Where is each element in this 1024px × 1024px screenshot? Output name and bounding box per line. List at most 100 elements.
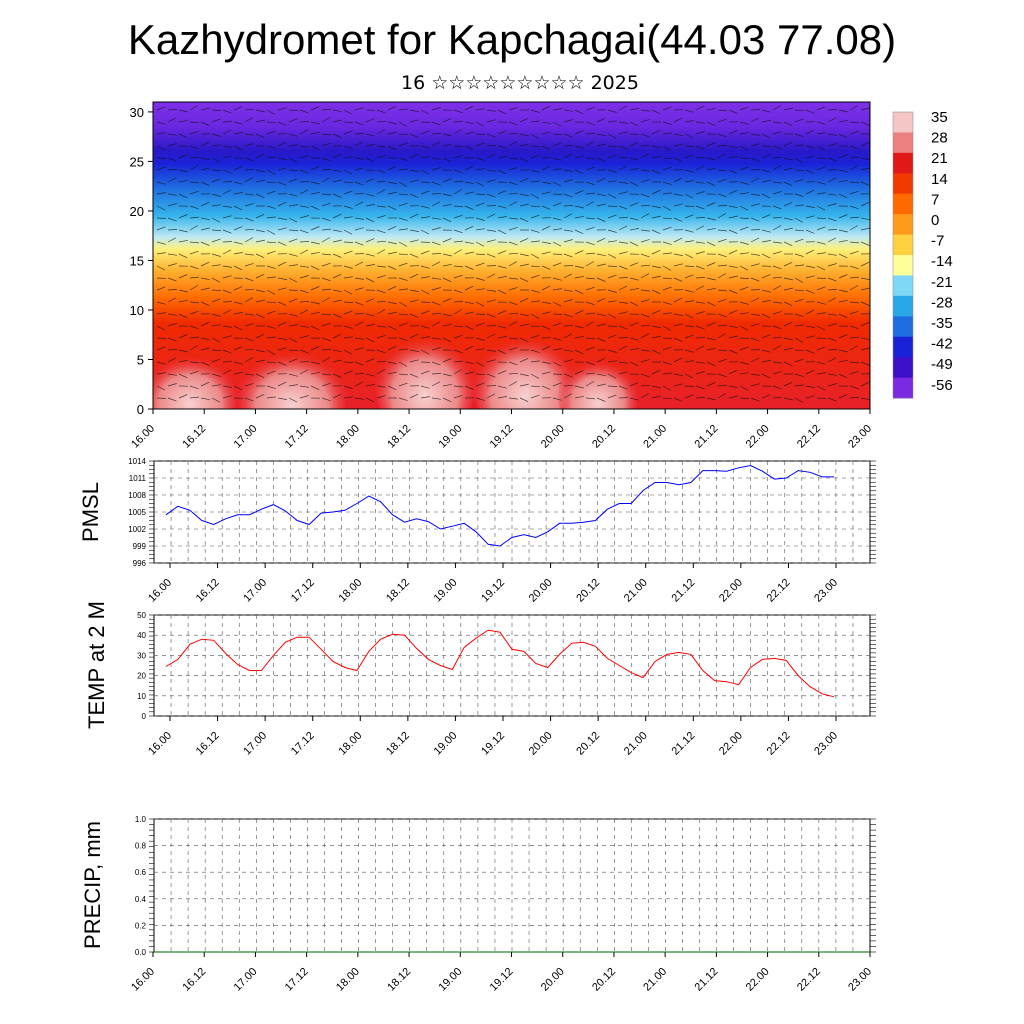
- wind-barb: [200, 227, 210, 231]
- wind-barb: [618, 397, 629, 399]
- wind-barb: [838, 313, 848, 319]
- wind-barb: [211, 109, 222, 111]
- warm-cell: [153, 350, 238, 409]
- wind-barb: [354, 133, 365, 135]
- wind-barb: [211, 157, 221, 163]
- wind-barb: [805, 335, 815, 339]
- wind-barb: [860, 337, 870, 341]
- wind-barb: [574, 205, 584, 209]
- wind-barb: [618, 217, 629, 219]
- wind-barb: [398, 262, 408, 267]
- wind-barb: [651, 309, 661, 315]
- wind-barb: [266, 109, 276, 115]
- wind-barb: [266, 216, 276, 219]
- wind-barb: [695, 325, 705, 330]
- wind-barb: [607, 180, 617, 183]
- wind-barb: [310, 191, 320, 195]
- wind-barb: [475, 181, 485, 187]
- wind-barb: [475, 253, 486, 255]
- wind-barb: [354, 121, 364, 126]
- x-tick-label: 18.12: [384, 730, 412, 758]
- wind-barb: [321, 108, 332, 111]
- wind-barb: [805, 129, 815, 135]
- wind-barb: [519, 373, 529, 377]
- colorbar-swatch: [893, 357, 913, 379]
- wind-barb: [629, 301, 639, 307]
- wind-barb: [222, 325, 232, 328]
- wind-barb: [409, 373, 419, 378]
- wind-barb: [420, 349, 430, 355]
- wind-barb: [497, 229, 507, 235]
- wind-barb: [640, 273, 650, 279]
- x-tick-label: 21.12: [669, 730, 697, 758]
- wind-barb: [486, 333, 496, 339]
- wind-barb: [717, 193, 727, 198]
- wind-barb: [728, 109, 738, 114]
- wind-barb: [684, 229, 694, 233]
- y-tick-label: 0.8: [135, 842, 147, 851]
- wind-barb: [475, 288, 485, 291]
- wind-barb: [244, 203, 254, 207]
- wind-barb: [629, 397, 639, 401]
- wind-barb: [409, 213, 419, 219]
- wind-barb: [552, 202, 562, 207]
- wind-barb: [189, 216, 200, 219]
- wind-barb: [420, 301, 431, 303]
- wind-barb: [530, 289, 540, 293]
- wind-barb: [794, 238, 804, 243]
- wind-barb: [321, 313, 332, 316]
- wind-barb: [772, 121, 782, 124]
- wind-barb: [376, 360, 387, 363]
- wind-barb: [365, 373, 375, 377]
- wind-barb: [695, 337, 706, 339]
- wind-barb: [574, 395, 584, 399]
- wind-barb: [673, 237, 683, 243]
- wind-barb: [299, 335, 309, 339]
- wind-barb: [189, 276, 200, 279]
- x-tick-label: 18.12: [384, 577, 412, 605]
- wind-barb: [321, 348, 332, 351]
- wind-barb: [662, 106, 672, 111]
- wind-barb: [750, 117, 760, 123]
- wind-barb: [695, 345, 705, 351]
- wind-barb: [717, 178, 727, 183]
- wind-barb: [684, 180, 694, 183]
- wind-barb: [332, 169, 342, 173]
- colorbar-frame: [892, 111, 914, 399]
- wind-barb: [805, 395, 815, 399]
- wind-barb: [838, 109, 848, 113]
- y-tick-label: 0.4: [135, 895, 147, 904]
- wind-barb: [200, 181, 210, 186]
- wind-barb: [200, 361, 210, 366]
- wind-barb: [519, 383, 529, 387]
- wind-barb: [673, 337, 683, 342]
- wind-barb: [838, 334, 848, 339]
- wind-barb: [739, 312, 749, 315]
- wind-barb: [761, 214, 771, 219]
- wind-barb: [618, 371, 628, 375]
- colorbar-swatch: [893, 193, 913, 215]
- wind-barb: [442, 193, 452, 197]
- wind-barb: [673, 193, 683, 196]
- wind-barb: [816, 301, 826, 305]
- wind-barb: [288, 217, 298, 223]
- wind-barb: [299, 129, 309, 135]
- wind-barb: [255, 313, 265, 319]
- wind-barb: [200, 157, 210, 161]
- wind-barb: [167, 193, 177, 196]
- wind-barb: [772, 205, 782, 210]
- wind-barb: [387, 265, 397, 271]
- wind-barb: [211, 133, 221, 137]
- wind-barb: [376, 395, 386, 399]
- wind-barb: [277, 181, 287, 186]
- wind-barb: [684, 360, 694, 363]
- wind-barb: [574, 385, 584, 389]
- wind-barb: [684, 120, 694, 123]
- wind-barb: [629, 202, 639, 207]
- wind-barb: [640, 384, 651, 387]
- wind-barb: [222, 215, 232, 219]
- wind-barb: [321, 157, 331, 162]
- wind-barb: [805, 325, 815, 328]
- wind-barb: [343, 310, 353, 315]
- wind-barb: [794, 313, 804, 317]
